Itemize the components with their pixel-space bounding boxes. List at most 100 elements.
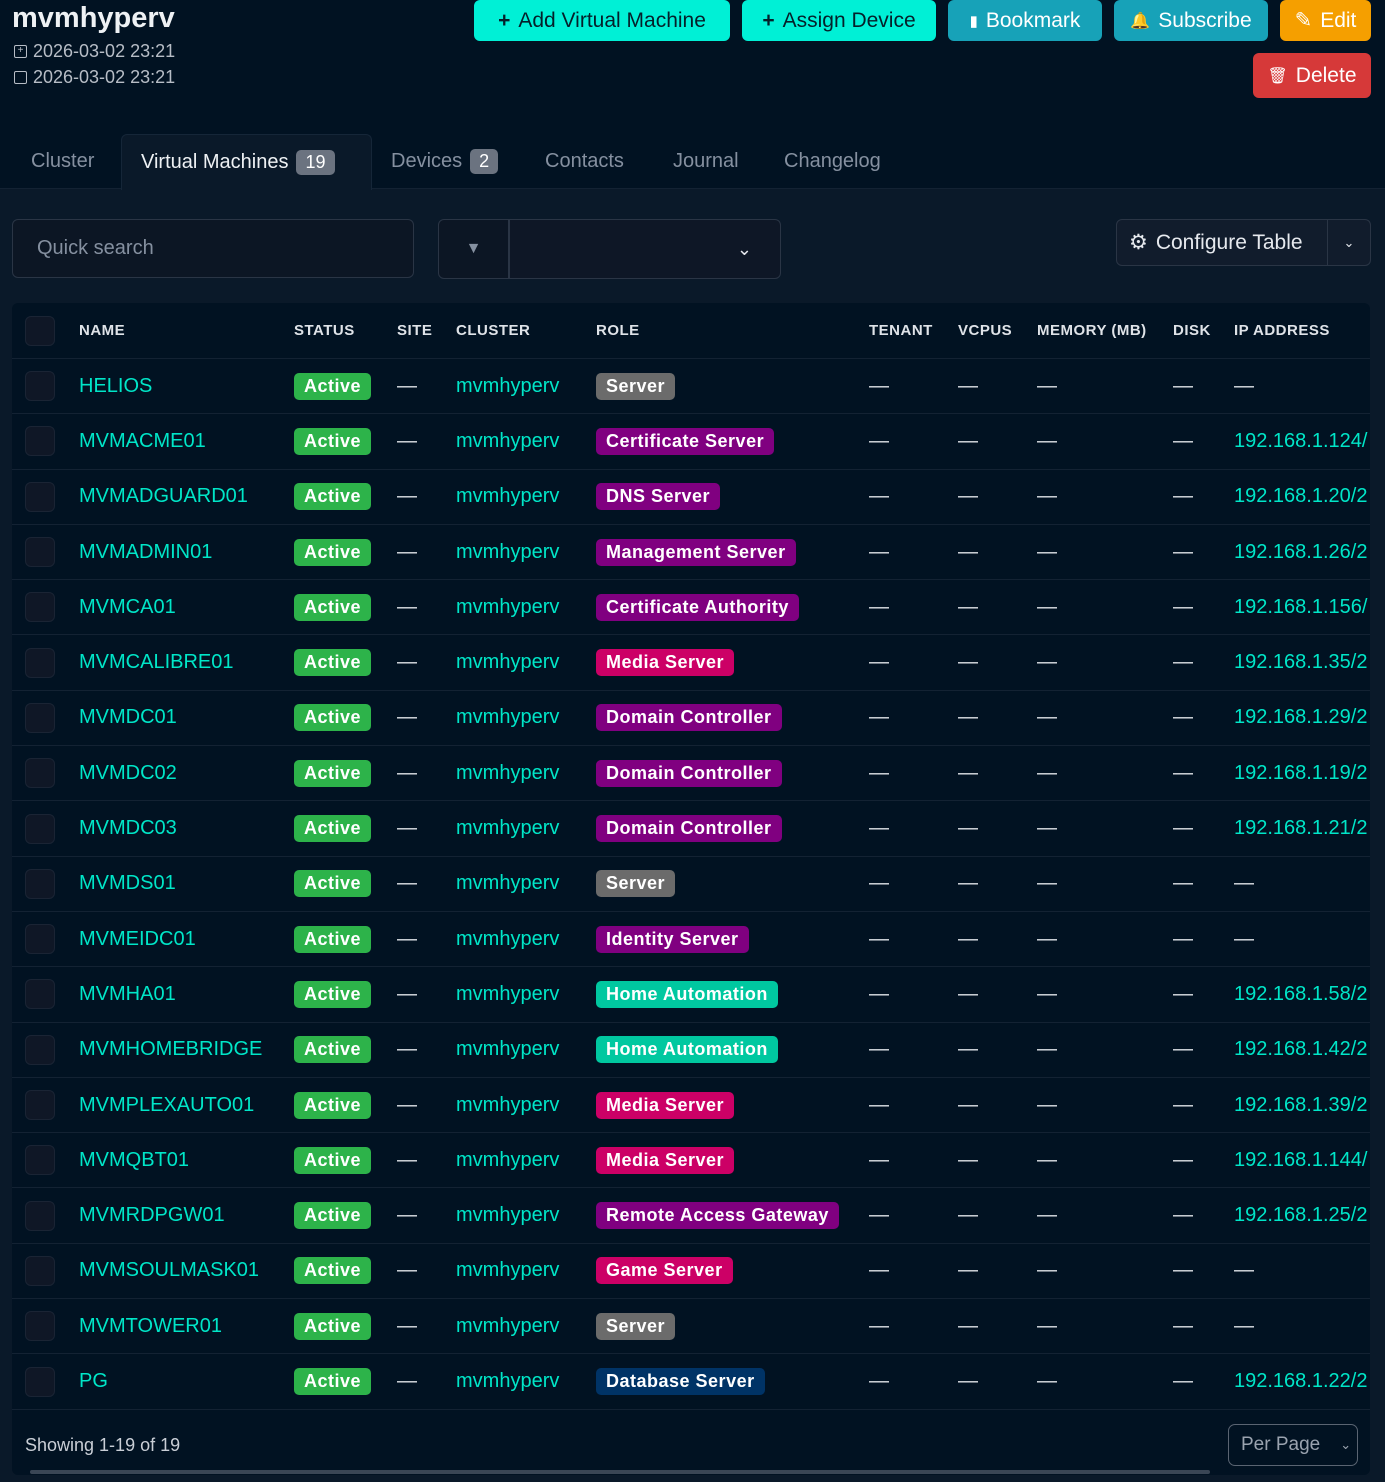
role-badge[interactable]: Server bbox=[596, 372, 676, 400]
role-badge[interactable]: Certificate Server bbox=[596, 427, 775, 455]
row-checkbox[interactable] bbox=[25, 647, 55, 678]
row-checkbox[interactable] bbox=[25, 813, 55, 844]
ip-link[interactable]: 192.168.1.58/2 bbox=[1234, 982, 1368, 1005]
edit-button[interactable]: ✎ Edit bbox=[1280, 0, 1371, 41]
filter-button[interactable]: ▼ bbox=[438, 219, 509, 279]
role-badge[interactable]: Server bbox=[596, 870, 676, 898]
row-checkbox[interactable] bbox=[25, 537, 55, 568]
ip-link[interactable]: 192.168.1.124/ bbox=[1234, 429, 1368, 452]
row-checkbox[interactable] bbox=[25, 1200, 55, 1231]
column-header[interactable]: TENANT bbox=[869, 322, 933, 339]
cluster-link[interactable]: mvmhyperv bbox=[456, 1314, 560, 1337]
cluster-link[interactable]: mvmhyperv bbox=[456, 817, 560, 840]
cluster-link[interactable]: mvmhyperv bbox=[456, 761, 560, 784]
role-badge[interactable]: Game Server bbox=[596, 1257, 733, 1285]
per-page-select[interactable]: Per Page ⌄ bbox=[1228, 1424, 1358, 1466]
ip-link[interactable]: 192.168.1.26/2 bbox=[1234, 540, 1368, 563]
name-link[interactable]: MVMACME01 bbox=[79, 429, 206, 452]
cluster-link[interactable]: mvmhyperv bbox=[456, 429, 560, 452]
column-header[interactable]: NAME bbox=[79, 322, 126, 339]
cluster-link[interactable]: mvmhyperv bbox=[456, 982, 560, 1005]
role-badge[interactable]: Certificate Authority bbox=[596, 593, 799, 621]
role-badge[interactable]: Media Server bbox=[596, 1091, 735, 1119]
column-header[interactable]: CLUSTER bbox=[456, 322, 531, 339]
select-all-checkbox[interactable] bbox=[25, 315, 55, 346]
tab-contacts[interactable]: Contacts bbox=[526, 134, 643, 189]
add-vm-button[interactable]: + Add Virtual Machine bbox=[474, 0, 730, 41]
ip-link[interactable]: 192.168.1.21/2 bbox=[1234, 817, 1368, 840]
cluster-link[interactable]: mvmhyperv bbox=[456, 374, 560, 397]
ip-link[interactable]: 192.168.1.29/2 bbox=[1234, 706, 1368, 729]
tab-journal[interactable]: Journal bbox=[654, 134, 758, 189]
role-badge[interactable]: Home Automation bbox=[596, 1036, 778, 1064]
cluster-link[interactable]: mvmhyperv bbox=[456, 651, 560, 674]
row-checkbox[interactable] bbox=[25, 868, 55, 899]
cluster-link[interactable]: mvmhyperv bbox=[456, 1370, 560, 1393]
cluster-link[interactable]: mvmhyperv bbox=[456, 927, 560, 950]
subscribe-button[interactable]: 🔔 Subscribe bbox=[1114, 0, 1268, 41]
cluster-link[interactable]: mvmhyperv bbox=[456, 706, 560, 729]
name-link[interactable]: MVMRDPGW01 bbox=[79, 1204, 225, 1227]
role-badge[interactable]: Media Server bbox=[596, 649, 735, 677]
tab-cluster[interactable]: Cluster bbox=[12, 134, 113, 189]
role-badge[interactable]: Server bbox=[596, 1312, 676, 1340]
name-link[interactable]: MVMDC01 bbox=[79, 706, 177, 729]
role-badge[interactable]: Management Server bbox=[596, 538, 796, 566]
name-link[interactable]: MVMQBT01 bbox=[79, 1148, 190, 1171]
tab-virtual-machines[interactable]: Virtual Machines 19 bbox=[121, 134, 372, 190]
name-link[interactable]: MVMADGUARD01 bbox=[79, 485, 248, 508]
ip-link[interactable]: 192.168.1.19/2 bbox=[1234, 761, 1368, 784]
configure-dropdown-toggle[interactable]: ⌄ bbox=[1328, 220, 1370, 265]
name-link[interactable]: MVMDC02 bbox=[79, 761, 177, 784]
role-badge[interactable]: Media Server bbox=[596, 1146, 735, 1174]
cluster-link[interactable]: mvmhyperv bbox=[456, 1148, 560, 1171]
row-checkbox[interactable] bbox=[25, 481, 55, 512]
name-link[interactable]: MVMHOMEBRIDGE bbox=[79, 1038, 263, 1061]
role-badge[interactable]: Database Server bbox=[596, 1368, 765, 1396]
delete-button[interactable]: 🗑 Delete bbox=[1253, 53, 1371, 98]
filter-select[interactable]: ⌄ bbox=[509, 219, 781, 279]
name-link[interactable]: HELIOS bbox=[79, 374, 153, 397]
tab-changelog[interactable]: Changelog bbox=[765, 134, 900, 189]
ip-link[interactable]: 192.168.1.144/ bbox=[1234, 1148, 1368, 1171]
role-badge[interactable]: Domain Controller bbox=[596, 704, 782, 732]
row-checkbox[interactable] bbox=[25, 1366, 55, 1397]
name-link[interactable]: MVMADMIN01 bbox=[79, 540, 213, 563]
cluster-link[interactable]: mvmhyperv bbox=[456, 872, 560, 895]
name-link[interactable]: MVMTOWER01 bbox=[79, 1314, 222, 1337]
column-header[interactable]: MEMORY (MB) bbox=[1037, 322, 1147, 339]
ip-link[interactable]: 192.168.1.156/ bbox=[1234, 595, 1368, 618]
row-checkbox[interactable] bbox=[25, 979, 55, 1010]
role-badge[interactable]: Remote Access Gateway bbox=[596, 1202, 839, 1230]
name-link[interactable]: MVMCA01 bbox=[79, 595, 176, 618]
cluster-link[interactable]: mvmhyperv bbox=[456, 1259, 560, 1282]
configure-table-button[interactable]: ⚙ Configure Table ⌄ bbox=[1116, 219, 1371, 266]
role-badge[interactable]: Home Automation bbox=[596, 980, 778, 1008]
quick-search-input[interactable]: Quick search bbox=[12, 219, 414, 278]
cluster-link[interactable]: mvmhyperv bbox=[456, 485, 560, 508]
cluster-link[interactable]: mvmhyperv bbox=[456, 1093, 560, 1116]
role-badge[interactable]: Identity Server bbox=[596, 925, 749, 953]
name-link[interactable]: MVMEIDC01 bbox=[79, 927, 196, 950]
column-header[interactable]: DISK bbox=[1173, 322, 1211, 339]
name-link[interactable]: MVMDC03 bbox=[79, 817, 177, 840]
cluster-link[interactable]: mvmhyperv bbox=[456, 1204, 560, 1227]
ip-link[interactable]: 192.168.1.39/2 bbox=[1234, 1093, 1368, 1116]
assign-device-button[interactable]: + Assign Device bbox=[742, 0, 936, 41]
column-header[interactable]: IP ADDRESS bbox=[1234, 322, 1330, 339]
row-checkbox[interactable] bbox=[25, 1311, 55, 1342]
cluster-link[interactable]: mvmhyperv bbox=[456, 595, 560, 618]
row-checkbox[interactable] bbox=[25, 1255, 55, 1286]
name-link[interactable]: MVMHA01 bbox=[79, 982, 176, 1005]
column-header[interactable]: SITE bbox=[397, 322, 433, 339]
row-checkbox[interactable] bbox=[25, 1090, 55, 1121]
name-link[interactable]: MVMCALIBRE01 bbox=[79, 651, 234, 674]
role-badge[interactable]: Domain Controller bbox=[596, 815, 782, 843]
ip-link[interactable]: 192.168.1.22/2 bbox=[1234, 1370, 1368, 1393]
configure-table-main[interactable]: ⚙ Configure Table bbox=[1117, 220, 1328, 265]
row-checkbox[interactable] bbox=[25, 924, 55, 955]
row-checkbox[interactable] bbox=[25, 371, 55, 402]
row-checkbox[interactable] bbox=[25, 426, 55, 457]
name-link[interactable]: MVMPLEXAUTO01 bbox=[79, 1093, 255, 1116]
role-badge[interactable]: DNS Server bbox=[596, 483, 721, 511]
